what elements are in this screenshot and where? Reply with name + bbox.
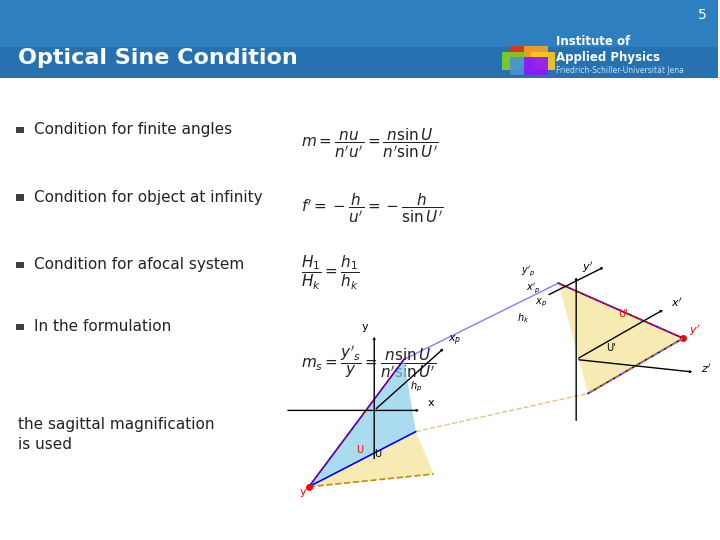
- Text: $y'$: $y'$: [689, 323, 701, 339]
- Text: $x_p$: $x_p$: [534, 296, 546, 309]
- FancyBboxPatch shape: [0, 47, 718, 78]
- Text: $m = \dfrac{nu}{n'u'} = \dfrac{n\sin U}{n'\sin U'}$: $m = \dfrac{nu}{n'u'} = \dfrac{n\sin U}{…: [302, 126, 439, 160]
- Text: Friedrich-Schiller-Universität Jena: Friedrich-Schiller-Universität Jena: [556, 66, 684, 75]
- Text: $x_p$: $x_p$: [449, 334, 462, 348]
- Bar: [16, 194, 24, 201]
- Text: $y'_p$: $y'_p$: [521, 265, 536, 279]
- Text: $\dfrac{H_1}{H_k} = \dfrac{h_1}{h_k}$: $\dfrac{H_1}{H_k} = \dfrac{h_1}{h_k}$: [302, 254, 360, 292]
- FancyBboxPatch shape: [0, 0, 718, 78]
- Text: $z'$: $z'$: [701, 361, 711, 375]
- FancyBboxPatch shape: [510, 46, 534, 64]
- Text: U: U: [356, 445, 364, 455]
- Text: U: U: [374, 449, 382, 459]
- Text: $m_s = \dfrac{y'_s}{y} = \dfrac{n\sin U}{n'\sin U'}$: $m_s = \dfrac{y'_s}{y} = \dfrac{n\sin U}…: [302, 343, 437, 380]
- Text: $x'$: $x'$: [671, 296, 683, 309]
- FancyBboxPatch shape: [524, 57, 548, 75]
- Polygon shape: [559, 283, 683, 394]
- Polygon shape: [309, 360, 416, 487]
- FancyBboxPatch shape: [503, 51, 526, 70]
- Text: Institute of
Applied Physics: Institute of Applied Physics: [556, 35, 660, 64]
- Text: Condition for afocal system: Condition for afocal system: [35, 257, 245, 272]
- Bar: [16, 127, 24, 133]
- Text: Condition for finite angles: Condition for finite angles: [35, 122, 233, 137]
- Text: $f' = -\dfrac{h}{u'} = -\dfrac{h}{\sin U'}$: $f' = -\dfrac{h}{u'} = -\dfrac{h}{\sin U…: [302, 191, 444, 225]
- Polygon shape: [309, 431, 433, 487]
- Text: Optical Sine Condition: Optical Sine Condition: [18, 48, 297, 68]
- Text: x: x: [428, 398, 434, 408]
- Text: 5: 5: [698, 8, 707, 22]
- FancyBboxPatch shape: [524, 46, 548, 64]
- FancyBboxPatch shape: [531, 51, 555, 70]
- Text: U': U': [606, 343, 616, 353]
- Text: y: y: [300, 487, 306, 497]
- Text: $x'_p$: $x'_p$: [526, 282, 541, 296]
- Text: $y'$: $y'$: [582, 260, 593, 275]
- Text: $h_k$: $h_k$: [517, 311, 529, 325]
- FancyBboxPatch shape: [510, 57, 534, 75]
- Text: y: y: [362, 322, 369, 332]
- Text: In the formulation: In the formulation: [35, 319, 171, 334]
- Text: Condition for object at infinity: Condition for object at infinity: [35, 190, 263, 205]
- Bar: [16, 324, 24, 330]
- Bar: [16, 262, 24, 268]
- Text: U': U': [618, 309, 627, 319]
- Text: the sagittal magnification
is used: the sagittal magnification is used: [18, 417, 215, 452]
- Text: $h_p$: $h_p$: [410, 380, 422, 394]
